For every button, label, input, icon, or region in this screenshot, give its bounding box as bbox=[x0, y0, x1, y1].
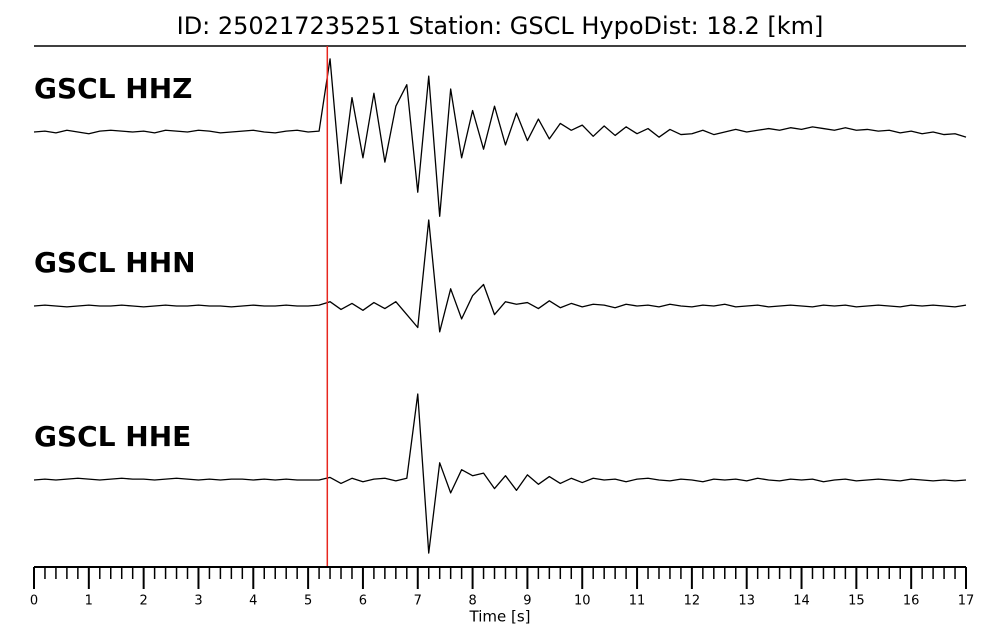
x-tick-label: 1 bbox=[85, 594, 93, 609]
x-tick-label: 8 bbox=[468, 594, 476, 609]
x-tick-label: 10 bbox=[574, 594, 591, 609]
x-axis-label: Time [s] bbox=[469, 608, 531, 626]
trace-label: GSCL HHE bbox=[34, 420, 191, 453]
x-tick-label: 2 bbox=[140, 594, 148, 609]
waveform bbox=[33, 219, 967, 333]
x-tick-label: 9 bbox=[523, 594, 531, 609]
x-tick-label: 11 bbox=[629, 594, 646, 609]
trace-label: GSCL HHN bbox=[34, 246, 196, 279]
x-tick-label: 3 bbox=[194, 594, 202, 609]
x-tick-label: 13 bbox=[738, 594, 755, 609]
x-tick-label: 0 bbox=[30, 594, 38, 609]
x-tick-label: 15 bbox=[848, 594, 865, 609]
x-tick-label: 7 bbox=[414, 594, 422, 609]
chart-title: ID: 250217235251 Station: GSCL HypoDist:… bbox=[177, 12, 824, 40]
x-tick-label: 5 bbox=[304, 594, 312, 609]
x-tick-label: 16 bbox=[903, 594, 920, 609]
x-tick-label: 12 bbox=[684, 594, 701, 609]
trace-label: GSCL HHZ bbox=[34, 72, 192, 105]
waveform bbox=[33, 393, 967, 554]
x-tick-label: 14 bbox=[793, 594, 810, 609]
x-tick-label: 4 bbox=[249, 594, 257, 609]
x-tick-label: 6 bbox=[359, 594, 367, 609]
waveform bbox=[33, 58, 967, 217]
x-tick-label: 17 bbox=[958, 594, 975, 609]
